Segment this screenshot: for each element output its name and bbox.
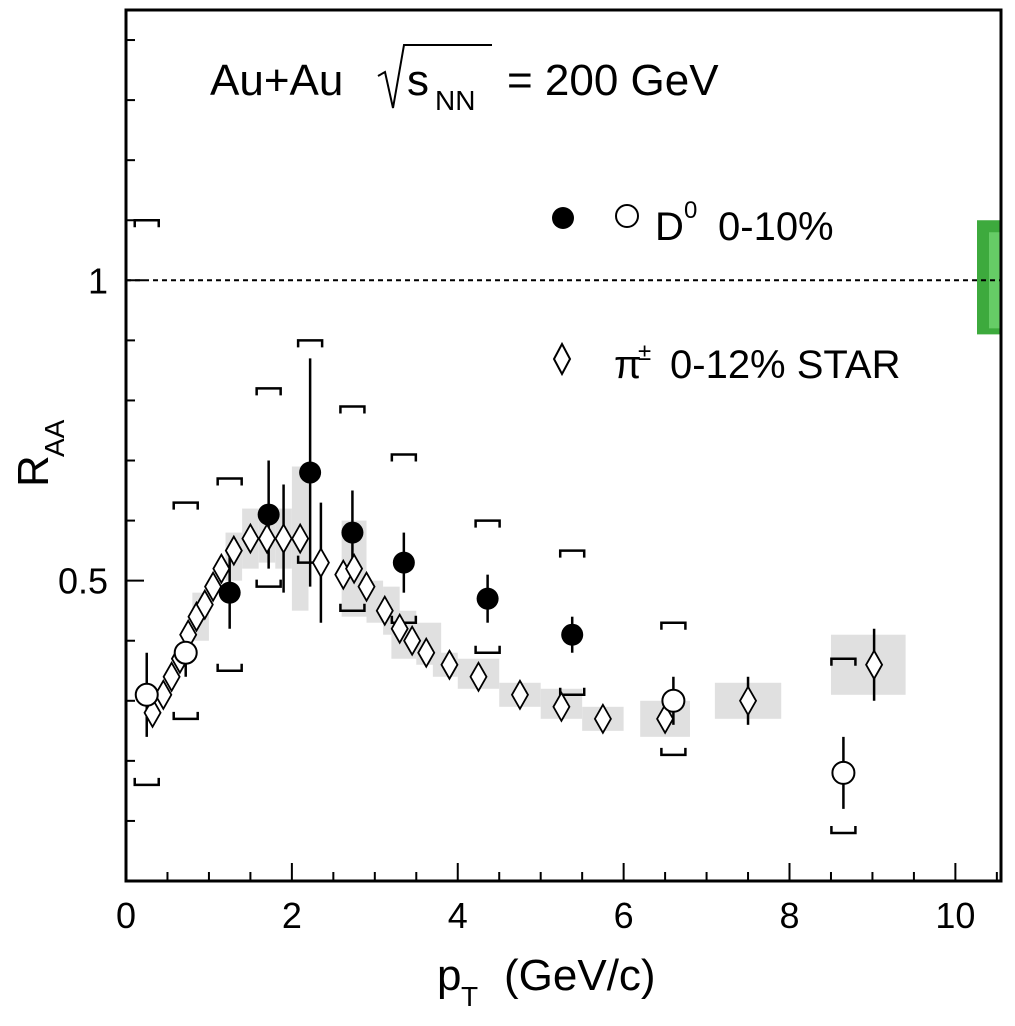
pion-marker — [143, 696, 162, 729]
y-axis-label: R AA — [9, 419, 70, 487]
legend-d0-label: 0-10% — [718, 205, 834, 249]
pion-marker — [212, 552, 231, 585]
tick-label-layer: 0 2 4 6 8 10 0.5 1 — [58, 260, 975, 936]
pion-marker — [390, 612, 409, 645]
y-axis-label-sub: AA — [39, 419, 70, 457]
d0-sys-bracket-bottom — [474, 645, 501, 654]
d0-open-marker — [134, 682, 159, 707]
pion-marker — [345, 552, 364, 585]
d0-sys-bracket-top — [474, 519, 501, 528]
pion-marker — [739, 684, 758, 717]
d0-sys-bracket-top — [296, 339, 324, 348]
plot-frame — [124, 8, 1003, 883]
pion-marker — [552, 690, 571, 723]
d0-sys-bracket-top — [390, 453, 418, 462]
x-tick-label: 6 — [614, 895, 634, 936]
pion-marker — [162, 660, 181, 693]
y-tick-label: 1 — [88, 260, 108, 301]
d0-filled-marker — [218, 581, 241, 604]
d0-filled-marker — [392, 551, 415, 574]
pion-marker — [469, 660, 488, 693]
d0-sys-bracket-bottom — [830, 825, 857, 835]
d0-filled-marker — [257, 503, 280, 526]
x-tick-label: 8 — [779, 895, 799, 936]
d0-sys-bracket-bottom — [172, 711, 199, 721]
pion-marker — [274, 522, 293, 555]
d0-filled-marker — [561, 623, 584, 646]
pion-marker — [224, 534, 243, 567]
legend-pion-label-sup: ± — [638, 339, 651, 366]
d0-sys-bracket-top — [339, 405, 366, 414]
legend-d0-filled-marker — [552, 207, 574, 229]
energy-s: s — [407, 56, 429, 105]
x-tick-label: 0 — [116, 895, 136, 936]
x-tick-label: 2 — [282, 895, 302, 936]
pion-marker — [241, 522, 260, 555]
pion-marker — [375, 594, 394, 627]
pion-marker — [357, 570, 376, 603]
legend-pion-label-main: π — [614, 343, 642, 387]
x-axis-label-sub: T — [461, 981, 478, 1012]
d0-open-marker — [173, 640, 198, 665]
legend-d0-label-main: D — [655, 205, 684, 249]
pion-marker — [154, 678, 173, 711]
d0-filled-marker — [341, 521, 364, 544]
pion-marker — [291, 522, 310, 555]
d0-open-marker — [661, 688, 686, 713]
d0-sys-bracket-bottom — [255, 579, 282, 588]
d0-sys-bracket-top — [660, 621, 687, 630]
pion-marker — [257, 522, 277, 555]
d0-sys-bracket-bottom — [339, 603, 366, 612]
sys-box-layer — [192, 466, 906, 737]
pion-marker — [440, 648, 459, 681]
d0-sys-bracket-bottom — [558, 687, 586, 697]
x-axis-label-rest: (GeV/c) — [504, 951, 656, 1000]
legend-pion-label: 0-12% STAR — [670, 343, 900, 387]
y-tick-label: 0.5 — [58, 561, 108, 602]
legend-pion-marker — [552, 341, 572, 377]
d0-sys-bracket-top — [172, 501, 199, 510]
d0-sys-bracket-top — [133, 218, 160, 228]
d0-sys-bracket-top — [558, 549, 586, 558]
pion-marker — [195, 588, 214, 621]
pion-marker — [865, 648, 884, 681]
d0-sys-bracket-top — [216, 477, 243, 486]
d0-filled-marker — [476, 587, 499, 610]
d0-sys-bracket-bottom — [660, 747, 687, 757]
d0-open-marker — [831, 760, 856, 785]
pion-marker — [417, 636, 436, 669]
energy-value: = 200 GeV — [507, 56, 719, 105]
legend-d0-open-marker — [615, 204, 639, 228]
y-axis-label-main: R — [9, 455, 58, 487]
d0-filled-marker — [299, 461, 322, 484]
d0-sys-bracket-bottom — [133, 777, 160, 787]
sqrt-symbol — [377, 44, 492, 109]
d0-sys-bracket-top — [255, 387, 282, 396]
pion-marker — [311, 546, 330, 579]
pion-marker — [204, 570, 223, 603]
x-axis-label-main: p — [437, 951, 461, 1000]
energy-sub: NN — [435, 85, 475, 116]
legend-d0-label-sup: 0 — [684, 197, 697, 224]
pion-marker — [403, 624, 422, 657]
marker-layer — [134, 461, 884, 785]
d0-sys-bracket-top — [830, 657, 857, 666]
x-tick-label: 4 — [448, 895, 468, 936]
pion-marker — [656, 702, 675, 735]
pion-marker — [510, 678, 529, 711]
axis-ticks-layer — [125, 39, 998, 882]
normalization-band-layer — [977, 220, 1001, 335]
x-tick-label: 10 — [935, 895, 975, 936]
d0-sys-bracket-bottom — [216, 663, 243, 673]
chart-title: Au+Au — [210, 56, 343, 105]
pion-marker — [593, 702, 612, 735]
